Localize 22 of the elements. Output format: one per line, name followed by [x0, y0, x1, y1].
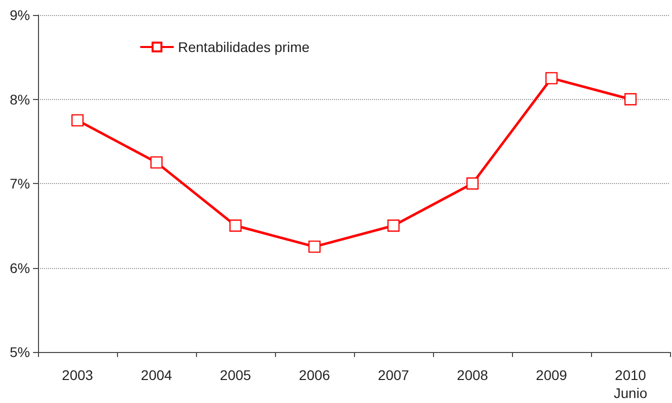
x-tick-label: 2006 [298, 367, 330, 383]
point [229, 220, 242, 232]
point [624, 93, 637, 106]
x-tick-label: 2010 Junio [614, 367, 648, 401]
y-tick-label: 6% [10, 260, 30, 276]
x-tick-label: 2004 [140, 367, 172, 383]
point [150, 156, 163, 169]
y-tick-label: 7% [10, 176, 30, 192]
x-tick-label: 2008 [456, 367, 488, 383]
x-tick-label: 2005 [220, 367, 252, 383]
point [545, 72, 558, 84]
x-tick-label: 2009 [536, 367, 568, 383]
point [308, 240, 321, 253]
y-tick-label: 8% [10, 91, 30, 108]
point [71, 114, 84, 126]
point [466, 177, 479, 190]
y-tick-label: 9% [10, 7, 30, 23]
x-tick-label: 2007 [378, 367, 410, 383]
y-tick-label: 5% [10, 344, 30, 360]
point [387, 220, 400, 232]
legend-label: Rentabilidades prime [178, 39, 310, 55]
x-tick-label: 2003 [62, 367, 94, 383]
